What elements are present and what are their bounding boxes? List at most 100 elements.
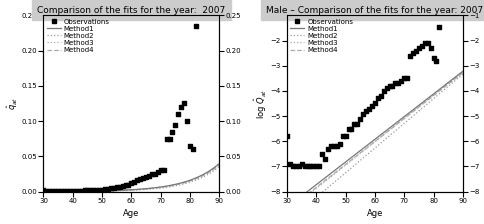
Point bbox=[338, 134, 346, 138]
Point bbox=[110, 186, 118, 190]
Point bbox=[353, 122, 361, 125]
Point bbox=[344, 127, 352, 130]
Point bbox=[356, 117, 363, 120]
Point bbox=[411, 49, 419, 52]
Point bbox=[180, 102, 188, 105]
Title: Comparison of the fits for the year:  2007: Comparison of the fits for the year: 200… bbox=[37, 6, 225, 15]
Point bbox=[402, 77, 410, 80]
Point bbox=[151, 172, 158, 176]
Point bbox=[98, 188, 106, 191]
Point bbox=[406, 54, 413, 57]
Point bbox=[165, 137, 173, 140]
Point bbox=[189, 148, 197, 151]
Point bbox=[347, 127, 355, 130]
Point bbox=[183, 119, 191, 123]
Point bbox=[153, 170, 161, 174]
Point bbox=[60, 189, 68, 193]
Point bbox=[148, 172, 155, 176]
Point bbox=[127, 181, 135, 185]
Point bbox=[75, 189, 82, 193]
Point bbox=[417, 44, 425, 47]
Point bbox=[373, 97, 381, 100]
Point bbox=[362, 109, 369, 113]
Point bbox=[113, 186, 121, 189]
Point bbox=[283, 134, 290, 138]
Point bbox=[376, 94, 384, 98]
Point bbox=[320, 157, 328, 161]
Point bbox=[435, 25, 442, 28]
Point bbox=[51, 189, 59, 193]
Legend: Observations, Method1, Method2, Method3, Method4: Observations, Method1, Method2, Method3,… bbox=[288, 17, 354, 54]
Point bbox=[420, 41, 428, 45]
Point bbox=[80, 188, 88, 192]
Point bbox=[306, 165, 314, 168]
Point bbox=[385, 84, 393, 88]
Point bbox=[139, 176, 147, 179]
Point bbox=[423, 41, 431, 45]
Point bbox=[45, 189, 53, 193]
Point bbox=[171, 123, 179, 126]
Point bbox=[367, 104, 375, 108]
Point bbox=[382, 87, 390, 90]
Point bbox=[159, 169, 167, 172]
Point bbox=[124, 183, 132, 186]
Point bbox=[291, 165, 299, 168]
Point bbox=[379, 89, 387, 93]
Point bbox=[54, 189, 62, 193]
Point bbox=[329, 144, 337, 148]
Point bbox=[48, 189, 56, 193]
Point bbox=[130, 181, 138, 184]
Point bbox=[43, 189, 50, 193]
Point bbox=[121, 183, 129, 187]
X-axis label: Age: Age bbox=[123, 209, 139, 218]
Point bbox=[92, 188, 100, 192]
Point bbox=[77, 189, 85, 193]
Point bbox=[332, 144, 340, 148]
Point bbox=[309, 165, 317, 168]
Point bbox=[370, 102, 378, 105]
Point bbox=[40, 188, 47, 191]
Point bbox=[145, 174, 152, 178]
Point bbox=[312, 165, 319, 168]
Point bbox=[156, 169, 164, 172]
Point bbox=[350, 122, 358, 125]
Point bbox=[116, 185, 123, 188]
Point bbox=[83, 188, 91, 192]
Point bbox=[286, 162, 293, 166]
Point bbox=[294, 165, 302, 168]
Point bbox=[364, 107, 372, 110]
Y-axis label: log $\hat{Q}_{at}$: log $\hat{Q}_{at}$ bbox=[252, 88, 269, 118]
Point bbox=[297, 162, 305, 166]
X-axis label: Age: Age bbox=[366, 209, 382, 218]
Point bbox=[391, 82, 398, 85]
Point bbox=[168, 130, 176, 134]
Point bbox=[408, 51, 416, 55]
Point bbox=[303, 165, 311, 168]
Point bbox=[69, 189, 76, 193]
Point bbox=[101, 187, 109, 191]
Point bbox=[104, 187, 112, 191]
Point bbox=[177, 105, 185, 109]
Point bbox=[399, 77, 407, 80]
Point bbox=[426, 46, 434, 50]
Legend: Observations, Method1, Method2, Method3, Method4: Observations, Method1, Method2, Method3,… bbox=[45, 17, 111, 54]
Point bbox=[359, 112, 366, 115]
Point bbox=[63, 189, 71, 193]
Y-axis label: $\hat{q}_{at}$: $\hat{q}_{at}$ bbox=[5, 97, 20, 110]
Title: Male – Comparison of the fits for the year: 2007: Male – Comparison of the fits for the ye… bbox=[266, 6, 483, 15]
Point bbox=[192, 24, 199, 28]
Point bbox=[341, 134, 349, 138]
Point bbox=[393, 82, 401, 85]
Point bbox=[288, 165, 296, 168]
Point bbox=[174, 112, 182, 116]
Point bbox=[66, 189, 74, 193]
Point bbox=[318, 152, 325, 156]
Point bbox=[432, 59, 439, 62]
Point bbox=[72, 189, 79, 193]
Point bbox=[89, 188, 97, 192]
Point bbox=[300, 165, 308, 168]
Point bbox=[186, 144, 194, 148]
Point bbox=[326, 144, 334, 148]
Point bbox=[414, 46, 422, 50]
Point bbox=[388, 84, 395, 88]
